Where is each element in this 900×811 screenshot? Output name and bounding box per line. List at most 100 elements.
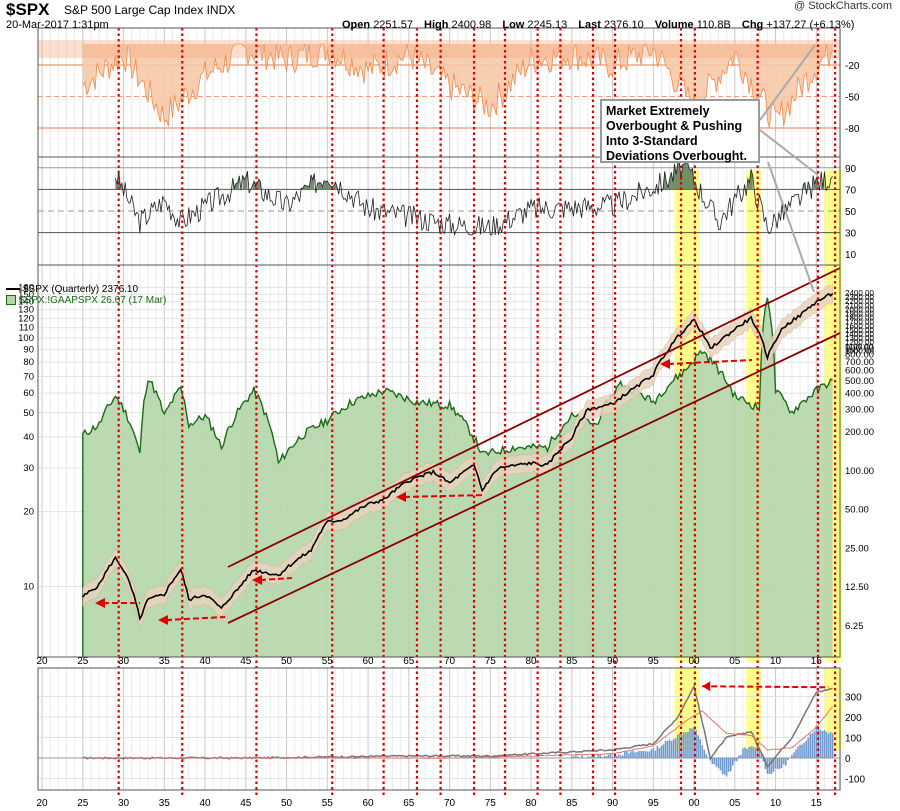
index-name: S&P 500 Large Cap Index [64, 3, 204, 17]
osc-bar [801, 744, 803, 758]
high-value: 2400.98 [451, 19, 492, 31]
support-arrow-line-2 [165, 616, 226, 621]
osc-bar [717, 758, 720, 769]
osc-bar [672, 738, 675, 758]
rsi-tick: 90 [845, 164, 857, 175]
osc-bar [805, 740, 807, 758]
osc-bar [674, 738, 677, 758]
price-left-tick: 160 [18, 282, 34, 293]
osc-bar [662, 744, 665, 758]
price-right-tick: 1600.00 [845, 322, 874, 331]
x-tick-label: 65 [403, 656, 415, 667]
osc-bar [693, 727, 695, 758]
high-label: High [424, 19, 449, 31]
x-tick-label: 10 [770, 656, 782, 667]
osc-bar [797, 746, 799, 758]
price-right-tick: 6.25 [845, 621, 864, 632]
osc-bar [581, 754, 583, 758]
support-arrow-head-3 [252, 575, 262, 585]
rsi-overbought-fill [242, 171, 248, 190]
x-tick-label: 45 [240, 656, 252, 667]
osc-bar [742, 748, 744, 758]
osc-bar [681, 735, 683, 758]
chart-datetime: 20-Mar-2017 1:31pm [6, 19, 109, 31]
x-tick-label: 80 [526, 656, 538, 667]
price-right-tick: 1700.00 [845, 318, 874, 327]
osc-bar [823, 730, 826, 758]
osc-arrow-head [702, 681, 711, 692]
price-right-tick: 12.50 [845, 582, 869, 593]
osc-bar [658, 748, 661, 758]
x-tick-label-bottom: 40 [200, 798, 212, 809]
osc-bar [791, 754, 793, 758]
osc-bar [660, 745, 663, 758]
price-right-tick: 200.00 [845, 427, 874, 438]
osc-line [82, 684, 833, 769]
callout-line-1: Market Extremely [606, 104, 710, 118]
price-legend: $SPX (Quarterly) 2376.10 $SPX:!GAAPSPX 2… [6, 284, 166, 306]
open-value: 2251.57 [373, 19, 413, 31]
osc-bar [676, 734, 679, 758]
legend-pe-label: $SPX:!GAAPSPX 26.67 (17 Mar) [19, 295, 167, 306]
osc-bar [780, 758, 783, 769]
price-left-tick: 100 [18, 333, 34, 344]
osc-bar [762, 758, 765, 762]
price-right-tick: 1200.00 [845, 338, 874, 347]
osc-bar [819, 729, 822, 758]
x-tick-label: 00 [689, 656, 701, 667]
osc-bar [815, 726, 818, 758]
osc-bar [607, 754, 610, 758]
osc-bar [644, 751, 646, 758]
x-tick-label: 85 [566, 656, 578, 667]
price-right-tick: 1000.00 [845, 346, 874, 355]
osc-tick: 100 [845, 734, 862, 745]
price-right-tick: 900.00 [845, 343, 874, 354]
osc-bar [713, 758, 716, 765]
osc-bar [683, 732, 685, 758]
rsi-tick: 70 [845, 185, 857, 196]
volume-value: 110.8B [696, 19, 731, 31]
last-value: 2376.10 [603, 19, 644, 31]
x-tick-label-bottom: 60 [363, 798, 375, 809]
williams-tick: -20 [845, 61, 860, 72]
osc-bar [793, 752, 795, 758]
callout-line-3: Into 3-Standard [606, 134, 698, 148]
x-tick-label-bottom: 65 [403, 798, 415, 809]
price-left-tick: 140 [18, 297, 34, 308]
osc-bar [624, 751, 626, 758]
price-left-tick: 60 [23, 388, 34, 399]
x-tick-label-bottom: 70 [444, 798, 456, 809]
osc-tick: 0 [845, 754, 851, 765]
osc-bar [738, 755, 740, 758]
ohlc-stats: Open 2251.57 High 2400.98 Low 2245.13 La… [342, 19, 854, 31]
osc-bar [664, 740, 667, 758]
osc-bar [701, 745, 704, 758]
x-tick-label: 30 [118, 656, 130, 667]
volume-label: Volume [654, 19, 694, 31]
williams-tick: -50 [845, 93, 860, 104]
osc-bar [723, 758, 726, 775]
osc-bar [695, 729, 697, 758]
low-value: 2245.13 [527, 19, 568, 31]
stockcharts-credit: @ StockCharts.com [794, 0, 892, 12]
x-tick-label: 20 [37, 656, 49, 667]
support-arrow-head-1 [95, 598, 105, 608]
legend-price-label: $SPX (Quarterly) 2376.10 [23, 284, 139, 295]
x-tick-label: 05 [729, 656, 741, 667]
x-tick-label: 15 [811, 656, 823, 667]
price-right-tick: 1400.00 [845, 330, 874, 339]
osc-bar [768, 758, 771, 774]
osc-bar [809, 733, 812, 758]
osc-bar [589, 756, 591, 758]
low-label: Low [502, 19, 525, 31]
support-arrow-line-4 [403, 494, 486, 498]
x-tick-label: 70 [444, 656, 456, 667]
price-right-tick: 100.00 [845, 466, 874, 477]
osc-bar [587, 756, 589, 758]
price-right-tick: 25.00 [845, 543, 869, 554]
x-tick-label: 55 [322, 656, 334, 667]
support-arrow-head-2 [158, 615, 168, 625]
rsi-overbought-fill [232, 175, 240, 190]
osc-bar [772, 758, 775, 772]
